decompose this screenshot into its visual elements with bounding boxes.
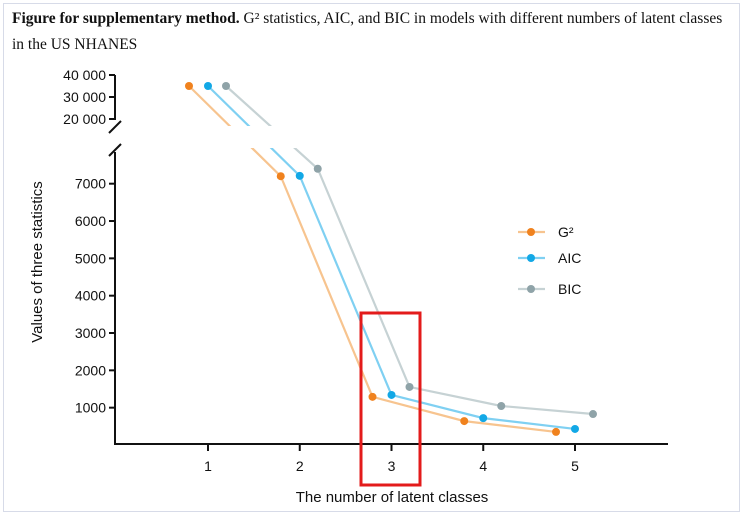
y-tick-label: 30 000: [63, 89, 106, 105]
highlight-box: [359, 311, 422, 487]
x-tick-label: 4: [479, 458, 487, 474]
y-tick-label: 2000: [75, 362, 106, 378]
y-tick-label: 5000: [75, 250, 106, 266]
data-point: [295, 171, 304, 180]
data-point: [460, 417, 469, 426]
y-tick-label: 4000: [75, 288, 106, 304]
axis-break-mark: [108, 143, 122, 157]
y-tick-label: 20 000: [63, 111, 106, 127]
data-point: [387, 390, 396, 399]
caption-text: G² statistics, AIC, and BIC in models wi…: [12, 10, 723, 53]
axis-break-gap: [118, 126, 678, 148]
data-point: [204, 82, 212, 90]
x-tick-label: 5: [571, 458, 579, 474]
data-point: [479, 414, 488, 423]
data-point: [589, 410, 597, 419]
x-tick-label: 3: [388, 458, 396, 474]
x-tick-label: 1: [204, 458, 212, 474]
data-point: [276, 172, 285, 181]
legend-label: BIC: [558, 281, 581, 297]
y-tick-label: 3000: [75, 325, 106, 341]
y-tick-label: 7000: [75, 176, 106, 192]
x-axis-label: The number of latent classes: [296, 489, 489, 506]
data-point: [405, 382, 414, 391]
legend-label: G²: [558, 224, 574, 240]
y-tick-label: 40 000: [63, 67, 106, 83]
legend-label: AIC: [558, 250, 581, 266]
figure-frame: [3, 3, 740, 512]
data-point: [222, 82, 230, 90]
axis-break-mark: [108, 120, 122, 134]
data-point: [185, 82, 193, 90]
y-tick-label: 1000: [75, 400, 106, 416]
y-tick-label: 6000: [75, 213, 106, 229]
figure-caption: Figure for supplementary method. G² stat…: [12, 6, 737, 58]
data-point: [497, 401, 506, 410]
data-point: [552, 427, 560, 436]
legend-marker: [527, 254, 535, 262]
data-point: [313, 164, 322, 173]
legend-marker: [527, 285, 535, 293]
data-point: [368, 392, 377, 401]
x-tick-label: 2: [296, 458, 304, 474]
data-point: [571, 424, 579, 433]
y-axis-label: Values of three statistics: [29, 181, 46, 342]
caption-bold: Figure for supplementary method.: [12, 10, 240, 27]
legend-marker: [527, 228, 535, 236]
